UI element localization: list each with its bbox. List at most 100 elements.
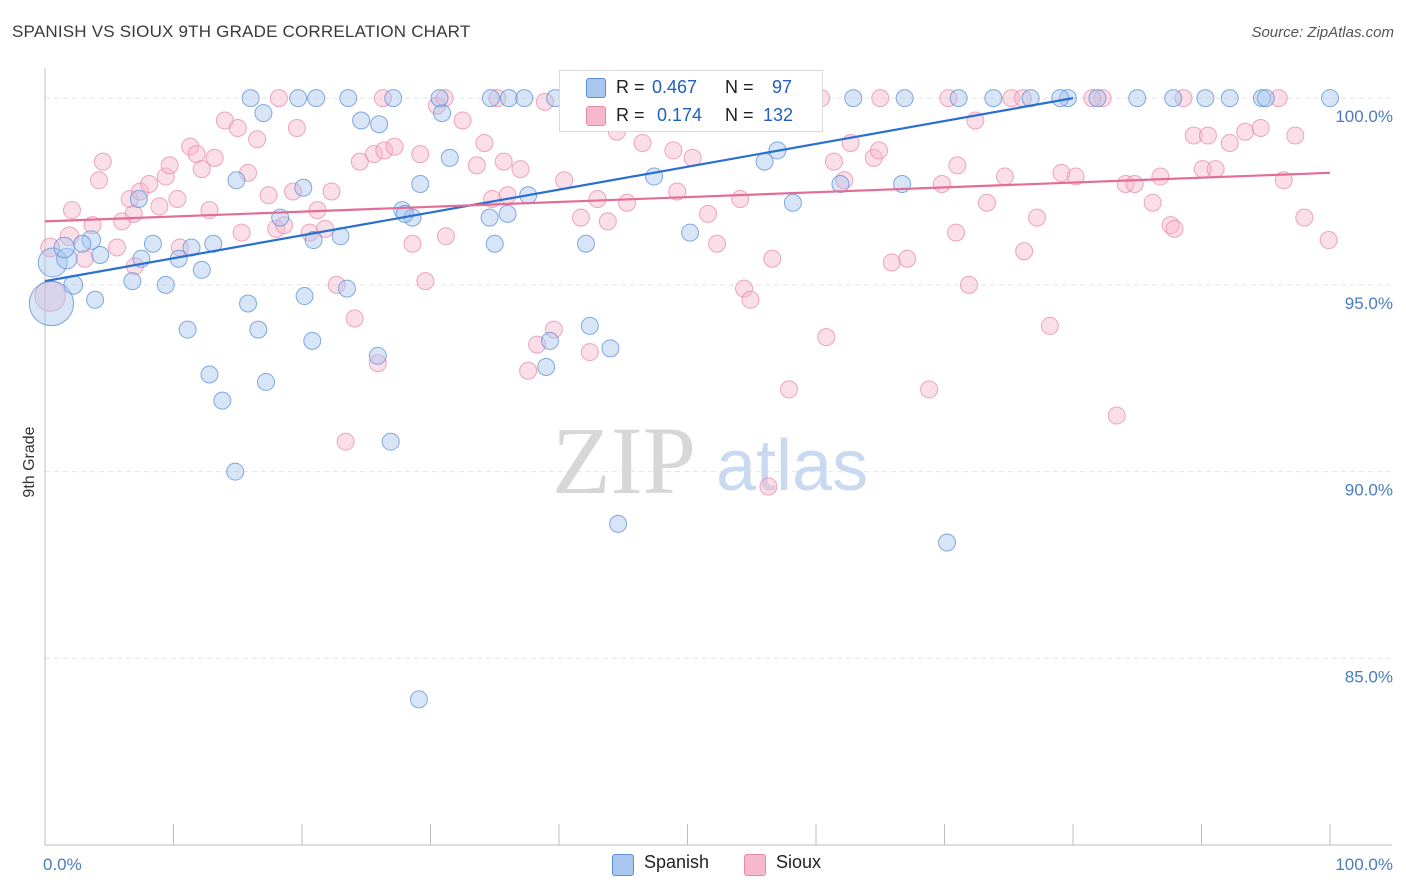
sioux-point: [1125, 175, 1144, 194]
spanish-point: [303, 331, 322, 350]
spanish-point: [1088, 89, 1107, 108]
sioux-point: [948, 156, 967, 175]
sioux-point: [571, 208, 590, 227]
source-label[interactable]: Source: ZipAtlas.com: [1251, 24, 1394, 41]
spanish-point: [339, 89, 358, 108]
spanish-point: [1196, 89, 1215, 108]
sioux-point: [535, 92, 554, 111]
spanish-point: [295, 287, 314, 306]
chart-title: SPANISH VS SIOUX 9TH GRADE CORRELATION C…: [12, 22, 471, 41]
sioux-point: [107, 238, 126, 257]
sioux-point: [467, 156, 486, 175]
spanish-point: [192, 260, 211, 279]
spanish-point: [576, 234, 595, 253]
spanish-point: [227, 171, 246, 190]
spanish-point: [1051, 89, 1070, 108]
spanish-point: [949, 89, 968, 108]
spanish-point: [239, 294, 258, 313]
sioux-point: [411, 145, 430, 164]
spanish-point: [81, 230, 102, 250]
spanish-point: [433, 104, 452, 123]
sioux-point: [1206, 160, 1225, 179]
y-tick-label: 100.0%: [1335, 107, 1393, 126]
sioux-point: [75, 249, 94, 268]
trend-lines: [44, 97, 1331, 283]
sioux-point: [322, 182, 341, 201]
spanish-point: [499, 89, 518, 108]
spanish-point: [294, 178, 313, 197]
spanish-point: [368, 346, 387, 365]
sioux-point: [1107, 406, 1126, 425]
legend-n-value-sioux: 132: [763, 105, 794, 125]
sioux-point: [1143, 193, 1162, 212]
spanish-point: [1164, 89, 1183, 108]
sioux-point: [898, 249, 917, 268]
sioux-point: [939, 89, 958, 108]
sioux-point: [187, 145, 206, 164]
spanish-point: [123, 272, 142, 291]
spanish-point: [1220, 89, 1239, 108]
sioux-point: [269, 89, 288, 108]
spanish-point: [938, 533, 957, 552]
spanish-point: [1256, 89, 1275, 108]
sioux-point: [932, 175, 951, 194]
sioux-point: [284, 182, 303, 201]
spanish-swatch: [586, 78, 606, 98]
spanish-point: [480, 208, 499, 227]
sioux-point: [780, 380, 799, 399]
sioux-point: [1151, 167, 1170, 186]
sioux-point: [475, 133, 494, 152]
x-tick-label-min: 0.0%: [43, 855, 82, 874]
sioux-point: [731, 189, 750, 208]
sioux-point: [1220, 133, 1239, 152]
sioux-point: [124, 204, 143, 223]
spanish-point: [498, 204, 517, 223]
spanish-point: [411, 175, 430, 194]
sioux-point: [156, 167, 175, 186]
sioux-point: [1251, 119, 1270, 138]
sioux-point: [385, 137, 404, 156]
sioux-point: [89, 171, 108, 190]
spanish-point: [370, 115, 389, 134]
sioux-point: [588, 189, 607, 208]
sioux-point: [416, 272, 435, 291]
spanish-point: [541, 331, 560, 350]
spanish-point: [485, 234, 504, 253]
sioux-point: [168, 189, 187, 208]
spanish-point: [257, 372, 276, 391]
sioux-point: [192, 160, 211, 179]
sioux-point: [62, 201, 81, 220]
sioux-point: [403, 234, 422, 253]
spanish-point: [430, 89, 449, 108]
sioux-point: [160, 156, 179, 175]
spanish-point: [609, 514, 628, 533]
sioux-point: [668, 182, 687, 201]
legend-r-value-spanish: 0.467: [652, 77, 698, 97]
sioux-point: [1015, 242, 1034, 261]
spanish-point: [895, 89, 914, 108]
sioux-point: [83, 216, 102, 235]
spanish-point: [381, 432, 400, 451]
spanish-point: [86, 290, 105, 309]
sioux-swatch: [586, 106, 606, 126]
legend-r-label: R =: [616, 105, 645, 125]
spanish-point: [91, 245, 110, 264]
spanish-point: [241, 89, 260, 108]
sioux-point: [350, 152, 369, 171]
spanish-trend-line: [44, 97, 1074, 283]
sioux-trend-line: [44, 171, 1331, 223]
sioux-point: [995, 167, 1014, 186]
spanish-legend-swatch: [612, 854, 634, 876]
sioux-point: [248, 130, 267, 149]
sioux-point: [259, 186, 278, 205]
sioux-point: [824, 152, 843, 171]
sioux-point: [618, 193, 637, 212]
grid-lines: [45, 97, 1392, 659]
sioux-point: [947, 223, 966, 242]
watermark-atlas: atlas: [716, 426, 868, 506]
spanish-point: [249, 320, 268, 339]
sioux-point: [759, 477, 778, 496]
sioux-point: [920, 380, 939, 399]
sioux-point: [345, 309, 364, 328]
